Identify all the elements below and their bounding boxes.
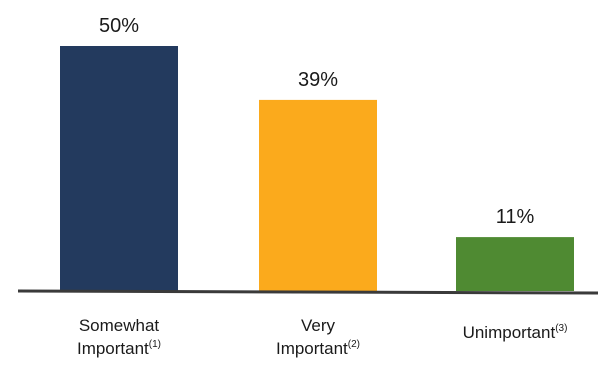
value-label-2: 39% <box>298 69 338 91</box>
bars-group <box>60 46 574 292</box>
category-label-1-line-2: Important(1) <box>77 339 161 358</box>
value-labels-group: 50% 39% 11% <box>99 15 535 228</box>
value-label-3: 11% <box>496 206 535 228</box>
category-label-1-line-1: Somewhat <box>79 316 160 335</box>
category-label-2-line-1: Very <box>301 316 336 335</box>
category-label-text: Very <box>301 316 336 335</box>
category-footnote-2: (2) <box>348 339 360 350</box>
category-label-text: Somewhat <box>79 316 160 335</box>
category-label-3-line-1: Unimportant(3) <box>463 323 568 342</box>
value-label-1: 50% <box>99 15 139 37</box>
bar-3 <box>456 237 574 291</box>
category-label-text: Unimportant <box>463 323 556 342</box>
category-footnote-1: (1) <box>149 339 161 350</box>
category-label-text: Important <box>276 339 348 358</box>
category-label-text: Important <box>77 339 149 358</box>
category-labels-group: SomewhatImportant(1)VeryImportant(2)Unim… <box>77 316 567 358</box>
category-label-2-line-2: Important(2) <box>276 339 360 358</box>
x-axis-line <box>17 289 599 295</box>
bar-2 <box>259 99 377 292</box>
category-footnote-3: (3) <box>555 323 567 334</box>
bar-1 <box>60 46 178 291</box>
